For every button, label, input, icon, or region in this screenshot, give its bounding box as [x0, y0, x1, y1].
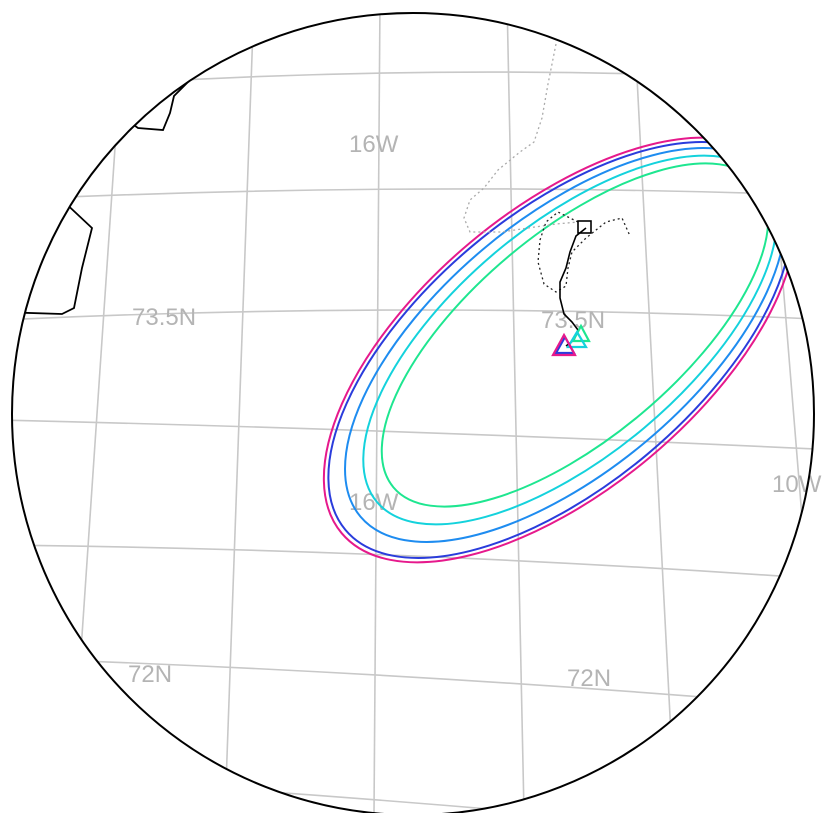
lon-label-top: 16W: [349, 131, 399, 158]
longitude-line: [759, 13, 814, 813]
triangle-marker-cyan: [566, 329, 588, 349]
lat-label-left-upper: 73.5N: [132, 304, 196, 331]
coastline-left: [12, 197, 94, 315]
latitude-line: [12, 419, 814, 451]
track-dotted-dark: [537, 211, 631, 293]
latitude-line: [12, 309, 814, 321]
contour-blue: [327, 141, 793, 559]
coastline: [12, 79, 191, 315]
latitude-line: [12, 71, 814, 93]
map-frame: [11, 12, 815, 813]
latitude-line: [12, 774, 814, 813]
longitude-line: [632, 13, 676, 813]
lat-label-right-lower: 72N: [567, 665, 611, 692]
latitude-line: [12, 544, 814, 581]
graticule-labels: 16W 16W 73.5N 73.5N 72N 72N: [128, 131, 611, 692]
lat-label-left-lower: 72N: [128, 661, 172, 688]
square-marker: [577, 220, 592, 234]
longitude-line: [224, 13, 255, 813]
triangle-markers: [551, 323, 591, 357]
track-dotted-light: [463, 43, 579, 233]
latitude-line: [12, 188, 814, 201]
triangle-marker-magenta: [551, 332, 577, 357]
lon-label-right: 10W: [772, 471, 822, 498]
lat-label-right-upper: 73.5N: [541, 307, 605, 334]
longitude-line: [373, 13, 381, 813]
longitude-line: [506, 13, 525, 813]
longitude-line: [69, 13, 126, 813]
drift-tracks: [463, 43, 631, 347]
